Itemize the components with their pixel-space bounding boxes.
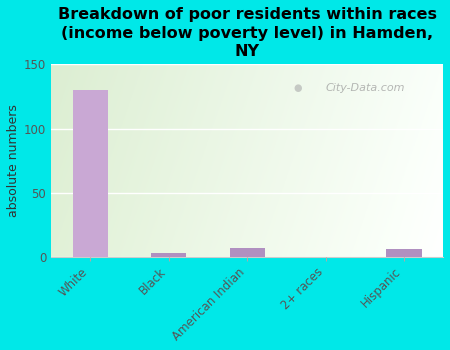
Text: City-Data.com: City-Data.com <box>325 83 405 92</box>
Text: ●: ● <box>294 83 302 92</box>
Bar <box>386 249 422 257</box>
Title: Breakdown of poor residents within races
(income below poverty level) in Hamden,: Breakdown of poor residents within races… <box>58 7 436 59</box>
Y-axis label: absolute numbers: absolute numbers <box>7 104 20 217</box>
Bar <box>230 248 265 257</box>
Bar <box>73 90 108 257</box>
Bar <box>151 253 186 257</box>
